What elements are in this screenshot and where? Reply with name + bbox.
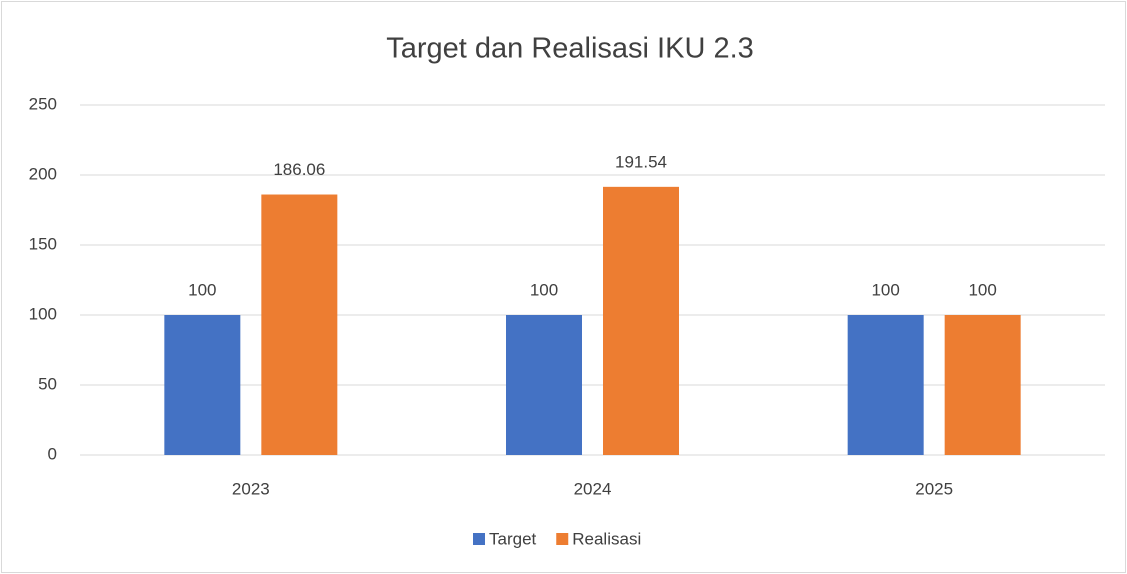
legend-swatch: [473, 533, 485, 545]
y-tick-label: 200: [29, 164, 57, 183]
y-tick-label: 150: [29, 234, 57, 253]
y-tick-label: 0: [48, 444, 57, 463]
x-tick-label: 2024: [574, 479, 612, 498]
legend-label: Target: [489, 529, 537, 548]
data-label: 191.54: [615, 152, 667, 171]
legend-label: Realisasi: [572, 529, 641, 548]
x-tick-label: 2025: [915, 479, 953, 498]
bar: [944, 315, 1021, 455]
y-tick-label: 250: [29, 94, 57, 113]
data-label: 100: [188, 280, 216, 299]
data-label: 186.06: [273, 160, 325, 179]
chart-title: Target dan Realisasi IKU 2.3: [386, 33, 754, 65]
bar: [506, 315, 582, 455]
legend-swatch: [556, 533, 569, 545]
data-label: 100: [968, 280, 996, 299]
bar: [261, 194, 338, 456]
bar: [847, 315, 924, 455]
data-label: 100: [871, 280, 899, 299]
bar: [603, 186, 679, 455]
x-tick-label: 2023: [232, 479, 270, 498]
data-label: 100: [530, 280, 558, 299]
bar: [164, 315, 241, 455]
y-tick-label: 50: [38, 374, 57, 393]
y-tick-label: 100: [29, 304, 57, 323]
